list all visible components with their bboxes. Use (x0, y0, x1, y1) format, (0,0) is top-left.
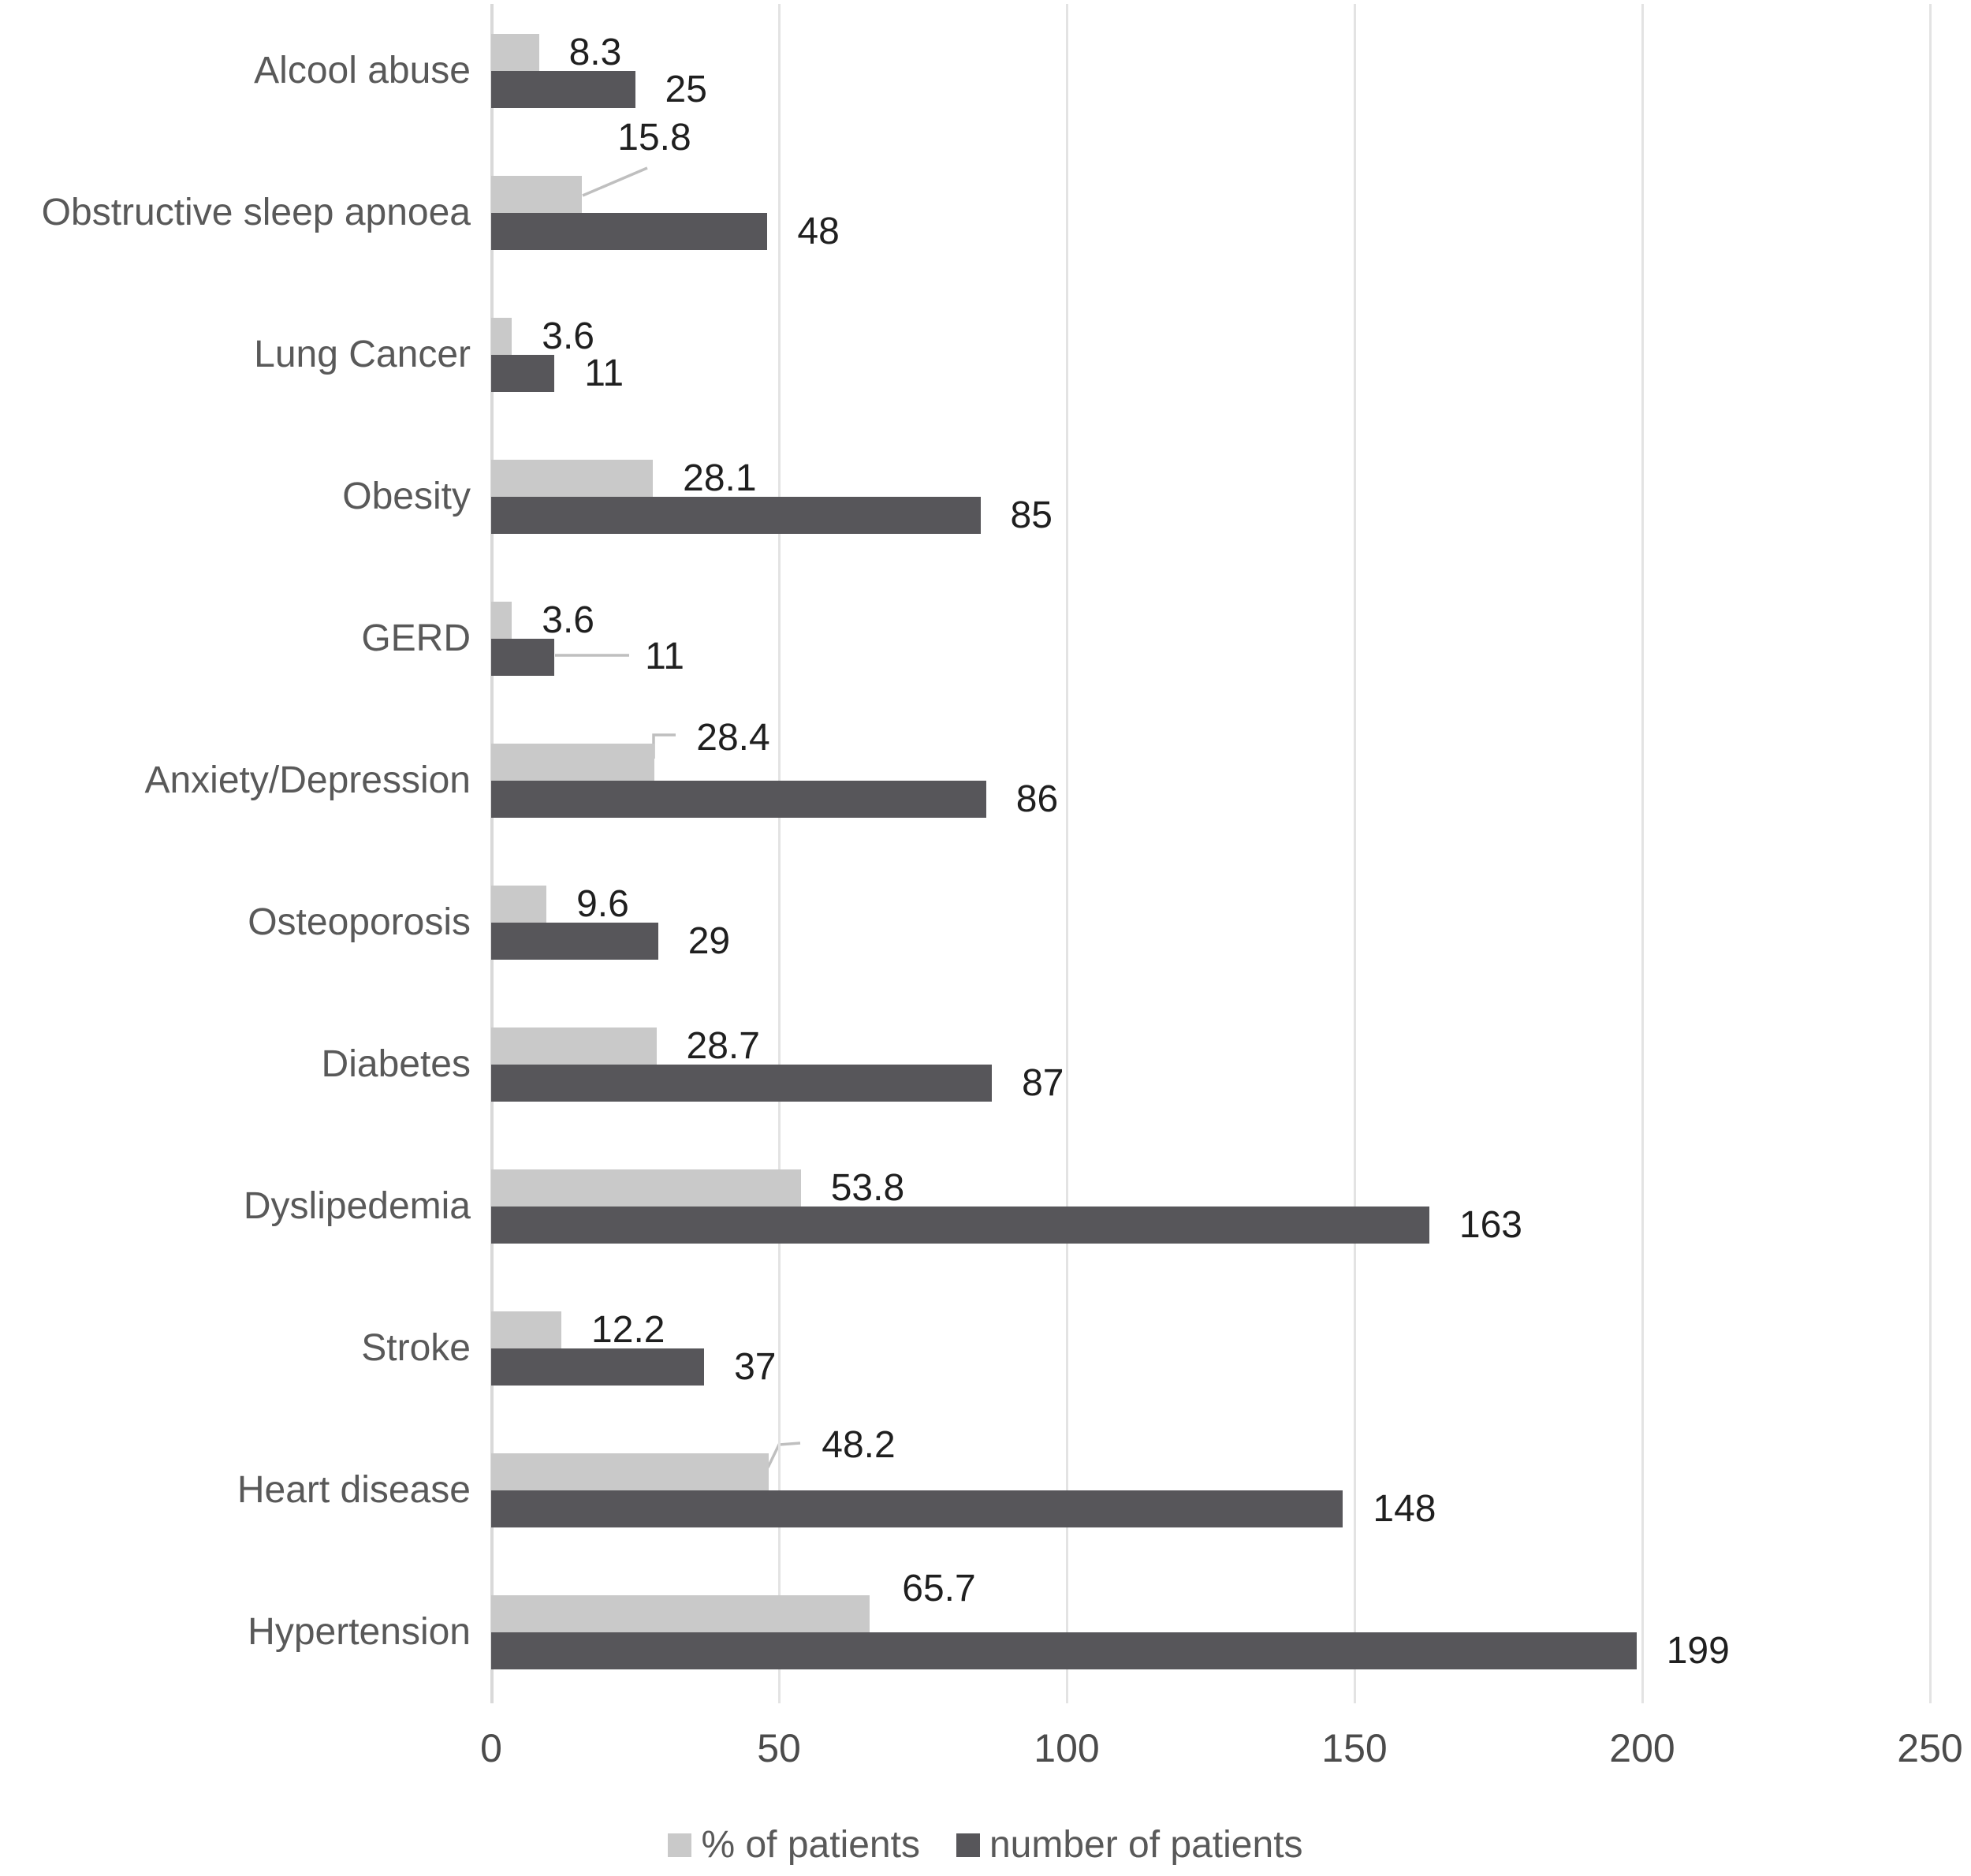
count-bar-11 (491, 1632, 1637, 1669)
pct-bar-11 (491, 1595, 870, 1632)
category-label-10: Heart disease (237, 1469, 471, 1511)
value-label-count-4: 11 (645, 636, 684, 677)
pct-bar-1 (491, 176, 583, 213)
category-label-5: Anxiety/Depression (144, 759, 471, 801)
pct-series-swatch-icon (668, 1833, 692, 1857)
value-label-count-1: 48 (797, 210, 840, 252)
pct-bar-5 (491, 744, 655, 781)
value-label-count-2: 11 (584, 352, 624, 394)
leader-line-pct-1 (582, 166, 648, 197)
count-bar-7 (491, 1065, 993, 1102)
pct-bar-6 (491, 886, 547, 923)
count-bar-3 (491, 497, 981, 534)
legend-item-count: number of patients (956, 1826, 1303, 1864)
leader-line-pct-10 (766, 1441, 801, 1468)
value-label-count-3: 85 (1010, 494, 1053, 536)
x-tick-label-200: 200 (1609, 1726, 1675, 1770)
count-bar-1 (491, 213, 768, 250)
count-bar-2 (491, 355, 555, 392)
category-label-4: GERD (361, 617, 471, 659)
category-label-11: Hypertension (248, 1611, 471, 1653)
value-label-pct-3: 28.1 (683, 457, 757, 499)
value-label-pct-10: 48.2 (822, 1424, 896, 1466)
pct-bar-8 (491, 1169, 801, 1207)
x-axis-line (490, 4, 494, 1703)
gridline-x-100 (1065, 4, 1068, 1703)
gridline-x-250 (1928, 4, 1932, 1703)
count-bar-6 (491, 923, 658, 960)
category-label-1: Obstructive sleep apnoea (41, 192, 471, 233)
pct-bar-4 (491, 602, 512, 639)
value-label-pct-6: 9.6 (576, 882, 629, 925)
value-label-count-0: 25 (665, 68, 707, 110)
count-bar-5 (491, 781, 986, 818)
category-label-2: Lung Cancer (254, 334, 471, 375)
count-series-swatch-icon (956, 1833, 980, 1857)
pct-bar-10 (491, 1453, 769, 1490)
category-label-3: Obesity (342, 476, 471, 517)
pct-bar-3 (491, 460, 654, 497)
category-label-0: Alcool abuse (254, 50, 471, 91)
pct-bar-2 (491, 318, 512, 355)
count-bar-10 (491, 1490, 1343, 1527)
category-label-9: Stroke (361, 1327, 471, 1369)
category-label-8: Dyslipedemia (243, 1185, 471, 1227)
value-label-count-7: 87 (1022, 1061, 1064, 1104)
value-label-pct-4: 3.6 (542, 599, 594, 641)
x-tick-label-0: 0 (480, 1726, 502, 1770)
leader-line-pct-5 (652, 733, 676, 759)
legend-label-pct: % of patients (701, 1824, 920, 1866)
chart-legend: % of patients number of patients (0, 1826, 1971, 1864)
x-tick-label-250: 250 (1897, 1726, 1963, 1770)
count-bar-4 (491, 639, 555, 676)
legend-item-pct: % of patients (668, 1826, 920, 1864)
gridline-x-200 (1641, 4, 1644, 1703)
value-label-count-9: 37 (734, 1345, 777, 1388)
x-tick-label-50: 50 (757, 1726, 801, 1770)
value-label-count-8: 163 (1459, 1203, 1522, 1246)
pct-bar-0 (491, 34, 539, 71)
gridline-x-150 (1353, 4, 1356, 1703)
category-label-6: Osteoporosis (248, 901, 471, 943)
value-label-count-11: 199 (1666, 1629, 1730, 1672)
count-bar-9 (491, 1348, 705, 1386)
x-tick-label-150: 150 (1321, 1726, 1388, 1770)
category-label-7: Diabetes (321, 1043, 471, 1085)
value-label-pct-7: 28.7 (686, 1024, 760, 1067)
value-label-pct-9: 12.2 (591, 1308, 665, 1351)
gridline-x-50 (777, 4, 781, 1703)
value-label-pct-1: 15.8 (617, 117, 691, 159)
count-bar-0 (491, 71, 635, 108)
pct-bar-7 (491, 1028, 657, 1065)
value-label-count-10: 148 (1373, 1487, 1436, 1530)
value-label-pct-8: 53.8 (830, 1166, 905, 1209)
x-tick-label-100: 100 (1034, 1726, 1100, 1770)
legend-label-count: number of patients (989, 1824, 1303, 1866)
value-label-count-6: 29 (687, 919, 731, 962)
value-label-pct-0: 8.3 (568, 31, 622, 73)
value-label-pct-5: 28.4 (696, 717, 770, 759)
value-label-pct-11: 65.7 (902, 1568, 976, 1609)
count-bar-8 (491, 1207, 1429, 1244)
pct-bar-9 (491, 1311, 562, 1348)
value-label-count-5: 86 (1015, 778, 1059, 820)
value-label-pct-2: 3.6 (542, 315, 594, 357)
